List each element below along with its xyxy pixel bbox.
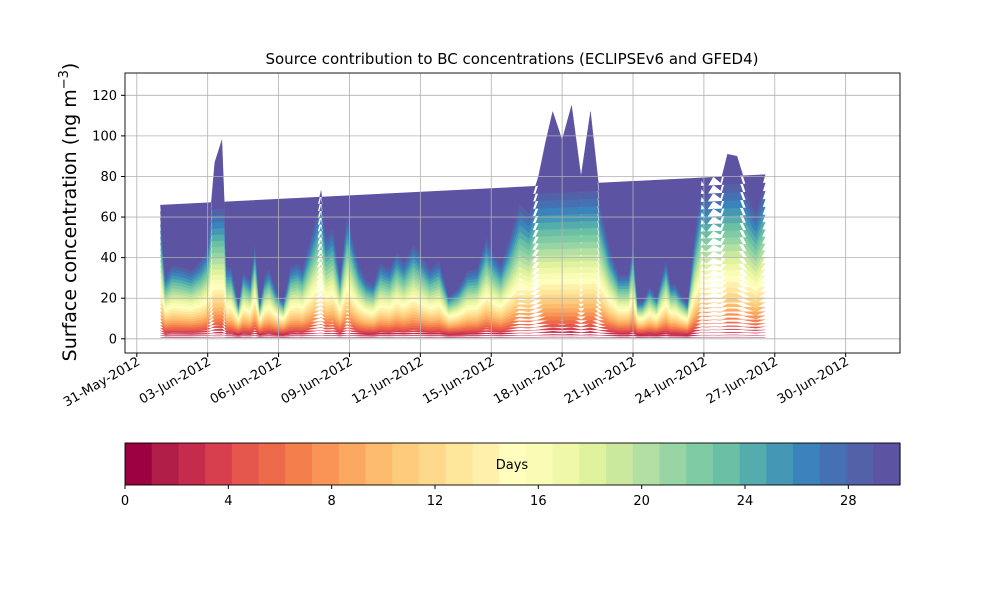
colorbar-swatch	[766, 443, 794, 485]
colorbar-tick-label: 24	[737, 494, 754, 509]
x-tick-label: 09-Jun-2012	[279, 354, 356, 407]
colorbar-swatch	[525, 443, 554, 485]
area-layer-day-29	[160, 105, 766, 303]
colorbar-swatch	[552, 443, 580, 485]
colorbar-swatch	[258, 443, 286, 485]
x-tick-label: 12-Jun-2012	[350, 354, 427, 407]
colorbar-swatch	[312, 443, 340, 485]
colorbar-swatch	[579, 443, 607, 485]
colorbar-tick-label: 0	[121, 494, 129, 509]
colorbar: 0 4 8 12 16 20 24 28	[121, 442, 901, 509]
colorbar-swatch	[151, 443, 180, 485]
y-axis-label-exponent: −3	[57, 70, 72, 89]
colorbar-label: Days	[496, 458, 529, 473]
colorbar-tick-label: 4	[224, 494, 232, 509]
y-tick-label: 40	[100, 251, 117, 266]
colorbar-swatch	[873, 443, 901, 485]
x-tick-label: 30-Jun-2012	[775, 354, 852, 407]
x-tick-label: 03-Jun-2012	[137, 354, 214, 407]
chart-title: Source contribution to BC concentrations…	[265, 50, 758, 68]
plot-frame	[124, 72, 901, 354]
y-tick-label: 0	[109, 332, 117, 347]
colorbar-swatch	[846, 443, 874, 485]
stacked-areas	[160, 105, 766, 338]
colorbar-swatch	[472, 443, 500, 485]
colorbar-swatch	[659, 443, 687, 485]
colorbar-swatch	[285, 443, 313, 485]
area-layer-day-0	[160, 336, 766, 338]
colorbar-swatch	[739, 443, 767, 485]
colorbar-tick-label: 20	[633, 494, 650, 509]
colorbar-swatch	[125, 443, 153, 485]
colorbar-swatch	[632, 443, 661, 485]
plot-area: 0 20 40 60 80 100 120 31-May-201203-Jun-201206-…	[61, 72, 901, 410]
y-tick-label: 80	[100, 170, 117, 185]
y-axis-label: Surface concentration (ng m−3)	[57, 63, 81, 362]
colorbar-frame	[124, 442, 901, 486]
y-tick-label: 60	[100, 211, 117, 226]
colorbar-tick-label: 16	[530, 494, 547, 509]
colorbar-swatch	[793, 443, 821, 485]
x-tick-label: 24-Jun-2012	[633, 354, 710, 407]
area-layer-day-1	[160, 334, 766, 337]
colorbar-swatch	[392, 443, 420, 485]
colorbar-swatch	[819, 443, 848, 485]
colorbar-swatch	[712, 443, 741, 485]
y-axis-label-close: )	[59, 63, 81, 70]
colorbar-swatch	[418, 443, 447, 485]
colorbar-tick-label: 28	[840, 494, 857, 509]
colorbar-swatch	[686, 443, 714, 485]
colorbar-swatch	[445, 443, 474, 485]
colorbar-swatch	[178, 443, 206, 485]
colorbar-tick-label: 8	[328, 494, 336, 509]
colorbar-swatch	[205, 443, 233, 485]
grid-lines	[125, 73, 900, 353]
x-tick-label: 15-Jun-2012	[420, 354, 497, 407]
x-tick-label: 31-May-2012	[61, 354, 143, 410]
y-axis-label-main: Surface concentration (ng m	[59, 89, 81, 361]
x-tick-label: 18-Jun-2012	[491, 354, 568, 407]
colorbar-swatch	[606, 443, 634, 485]
x-tick-label: 06-Jun-2012	[208, 354, 285, 407]
colorbar-swatch	[338, 443, 367, 485]
colorbar-swatch	[365, 443, 393, 485]
colorbar-swatch	[231, 443, 260, 485]
x-tick-label: 21-Jun-2012	[562, 354, 639, 407]
y-tick-label: 100	[92, 129, 117, 144]
y-tick-label: 120	[92, 89, 117, 104]
colorbar-swatch	[499, 443, 527, 485]
x-tick-label: 27-Jun-2012	[704, 354, 781, 407]
y-tick-label: 20	[100, 292, 117, 307]
colorbar-tick-label: 12	[427, 494, 444, 509]
